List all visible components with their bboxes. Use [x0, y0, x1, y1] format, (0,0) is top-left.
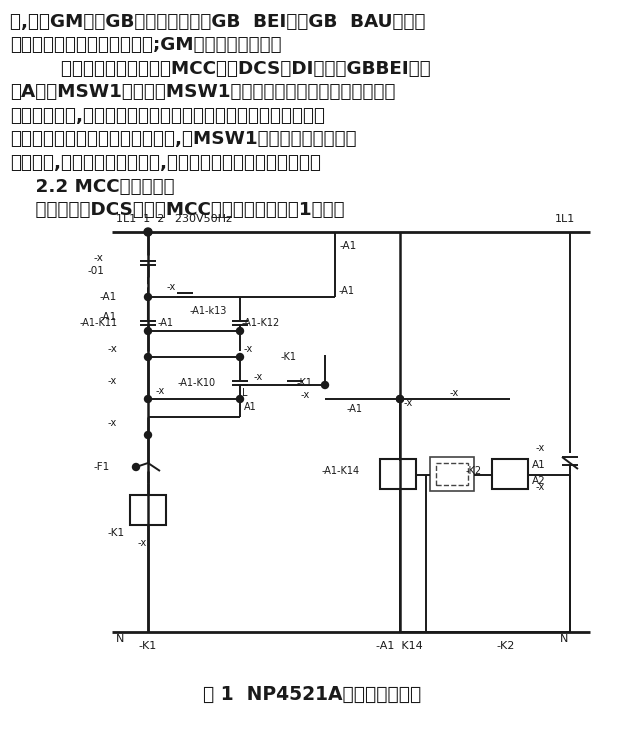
Text: -A1: -A1 — [339, 241, 356, 251]
Text: -K1: -K1 — [281, 352, 297, 362]
Circle shape — [236, 328, 243, 334]
Bar — [430, 457, 474, 491]
Text: -x: -x — [108, 376, 117, 386]
Text: -x: -x — [93, 253, 103, 263]
Text: A1: A1 — [244, 402, 256, 412]
Text: N: N — [116, 634, 124, 644]
Text: -A1: -A1 — [339, 286, 355, 296]
Text: N: N — [560, 634, 568, 644]
Text: 为数据信号的输人块和输出块;GM块为数据存储块。: 为数据信号的输人块和输出块;GM块为数据存储块。 — [10, 36, 281, 54]
Text: -A1-K10: -A1-K10 — [178, 378, 216, 388]
Text: 时间进行比较,并转化成电机运行的状态信号或者故障信号并传送: 时间进行比较,并转化成电机运行的状态信号或者故障信号并传送 — [10, 107, 325, 125]
Text: 电机运行的返回信号从MCC通过DCS的DI通道和GBBEI块送: 电机运行的返回信号从MCC通过DCS的DI通道和GBBEI块送 — [10, 60, 431, 78]
Text: -x: -x — [404, 398, 413, 408]
Circle shape — [236, 396, 243, 402]
Text: -x: -x — [536, 443, 545, 453]
Text: A2: A2 — [532, 476, 546, 486]
Text: -F1: -F1 — [93, 462, 109, 472]
Text: -A1-k13: -A1-k13 — [190, 306, 227, 316]
Text: 至A块和MSW1块。其中MSW1块通过将返回的信号时间与预设的: 至A块和MSW1块。其中MSW1块通过将返回的信号时间与预设的 — [10, 83, 396, 101]
Circle shape — [145, 293, 152, 301]
Circle shape — [132, 464, 140, 471]
Text: -K1: -K1 — [108, 528, 125, 538]
Text: -x: -x — [138, 538, 147, 548]
Text: 至显示端显示。如果电机出现故障,则MSW1块的其中一个内部旗: 至显示端显示。如果电机出现故障,则MSW1块的其中一个内部旗 — [10, 130, 357, 148]
Text: -x: -x — [108, 418, 117, 428]
Text: -A1: -A1 — [347, 404, 363, 414]
Text: 1L1: 1L1 — [555, 214, 575, 224]
Circle shape — [145, 353, 152, 361]
Text: 性,并与GM块和GB块有数据关联。GB  BEI块和GB  BAU块分别: 性,并与GM块和GB块有数据关联。GB BEI块和GB BAU块分别 — [10, 13, 426, 31]
Circle shape — [321, 382, 328, 388]
Circle shape — [145, 328, 152, 334]
Circle shape — [396, 396, 404, 402]
Text: -x: -x — [167, 282, 176, 292]
Text: -x: -x — [301, 390, 310, 400]
Text: -A1: -A1 — [100, 292, 117, 302]
Bar — [130, 495, 166, 525]
Text: -K2: -K2 — [496, 641, 514, 651]
Circle shape — [145, 431, 152, 439]
Text: -x: -x — [536, 482, 545, 492]
Text: -A1-K12: -A1-K12 — [242, 318, 280, 328]
Circle shape — [145, 396, 152, 402]
Text: 标被置位,而且电机会自动断电,并将自动模式转换为手动模式。: 标被置位,而且电机会自动断电,并将自动模式转换为手动模式。 — [10, 154, 321, 172]
Text: -K2: -K2 — [466, 466, 482, 476]
Text: -K1: -K1 — [297, 378, 313, 388]
Text: -x: -x — [254, 372, 263, 382]
Text: -A1: -A1 — [158, 318, 174, 328]
Text: -x: -x — [156, 386, 165, 396]
Text: -A1  K14: -A1 K14 — [376, 641, 422, 651]
Text: -01: -01 — [88, 266, 105, 276]
Text: -K1: -K1 — [138, 641, 156, 651]
Text: -A1-K14: -A1-K14 — [322, 466, 360, 476]
Text: -A1: -A1 — [100, 312, 117, 322]
Text: -x: -x — [244, 344, 253, 354]
Circle shape — [144, 228, 152, 236]
Bar — [380, 459, 416, 489]
Circle shape — [396, 396, 404, 402]
Text: -x: -x — [108, 344, 118, 354]
Text: 2.2 MCC的硬件实现: 2.2 MCC的硬件实现 — [10, 178, 175, 196]
Circle shape — [236, 353, 243, 361]
Text: A1: A1 — [532, 460, 546, 470]
Text: 1L1  1  2   230V50Hz: 1L1 1 2 230V50Hz — [116, 214, 232, 224]
Text: L: L — [242, 388, 248, 398]
Bar — [492, 459, 528, 489]
Bar — [436, 463, 468, 485]
Text: -x: -x — [450, 388, 459, 398]
Text: 低压电机的DCS监控在MCC中的硬件实现如图1所示。: 低压电机的DCS监控在MCC中的硬件实现如图1所示。 — [10, 201, 344, 219]
Text: 图 1  NP4521A控制回路接线图: 图 1 NP4521A控制回路接线图 — [203, 685, 421, 704]
Text: -A1-K11: -A1-K11 — [80, 318, 118, 328]
